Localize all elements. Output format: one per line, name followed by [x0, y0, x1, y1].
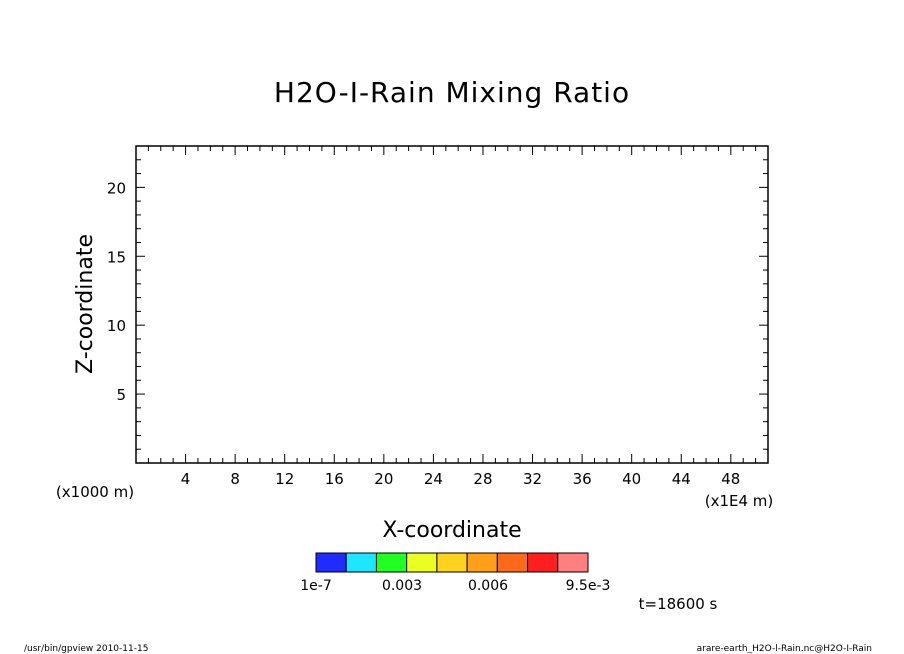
time-label: t=18600 s: [639, 595, 718, 613]
x-axis-label: X-coordinate: [382, 518, 521, 543]
x-tick-label: 36: [573, 470, 592, 488]
colorbar-swatch: [345, 552, 377, 573]
x-tick-label: 12: [275, 470, 294, 488]
x-tick-label: 48: [721, 470, 740, 488]
y-axis-unit: (x1000 m): [56, 483, 134, 501]
x-tick-label: 20: [374, 470, 393, 488]
colorbar-label: 9.5e-3: [566, 578, 611, 594]
x-tick-label: 8: [230, 470, 240, 488]
x-tick-label: 28: [473, 470, 492, 488]
colorbar: [315, 552, 589, 573]
x-tick-label: 24: [424, 470, 443, 488]
y-tick-label: 20: [107, 179, 126, 197]
y-tick-label: 15: [107, 248, 126, 266]
plot-frame: [135, 145, 769, 464]
colorbar-label: 1e-7: [300, 578, 331, 594]
colorbar-label: 0.003: [382, 578, 422, 594]
colorbar-swatch: [557, 552, 589, 573]
chart-title: H2O-I-Rain Mixing Ratio: [274, 76, 630, 109]
footer-right: arare-earth_H2O-l-Rain.nc@H2O-I-Rain: [697, 644, 872, 654]
y-tick-label: 10: [107, 317, 126, 335]
x-tick-labels: 4 8 12 16 20 24 28 32 36 40 44 48: [181, 470, 741, 488]
y-tick-labels: 5 10 15 20: [107, 179, 126, 404]
colorbar-swatch: [375, 552, 408, 573]
colorbar-swatch: [406, 552, 438, 573]
colorbar-labels: 1e-7 0.003 0.006 9.5e-3: [300, 578, 610, 594]
colorbar-swatch: [496, 552, 529, 573]
colorbar-swatch: [466, 552, 498, 573]
x-tick-label: 44: [672, 470, 691, 488]
y-axis-label: Z-coordinate: [73, 234, 98, 374]
colorbar-swatch: [436, 552, 468, 573]
x-tick-label: 16: [325, 470, 344, 488]
x-tick-label: 40: [622, 470, 641, 488]
x-tick-label: 4: [181, 470, 191, 488]
x-axis-unit: (x1E4 m): [705, 492, 774, 510]
colorbar-swatch: [527, 552, 559, 573]
colorbar-label: 0.006: [468, 578, 508, 594]
colorbar-swatch: [315, 552, 347, 573]
x-tick-label: 32: [523, 470, 542, 488]
footer-left: /usr/bin/gpview 2010-11-15: [24, 644, 148, 654]
axis-ticks: [136, 146, 768, 463]
y-tick-label: 5: [116, 386, 126, 404]
